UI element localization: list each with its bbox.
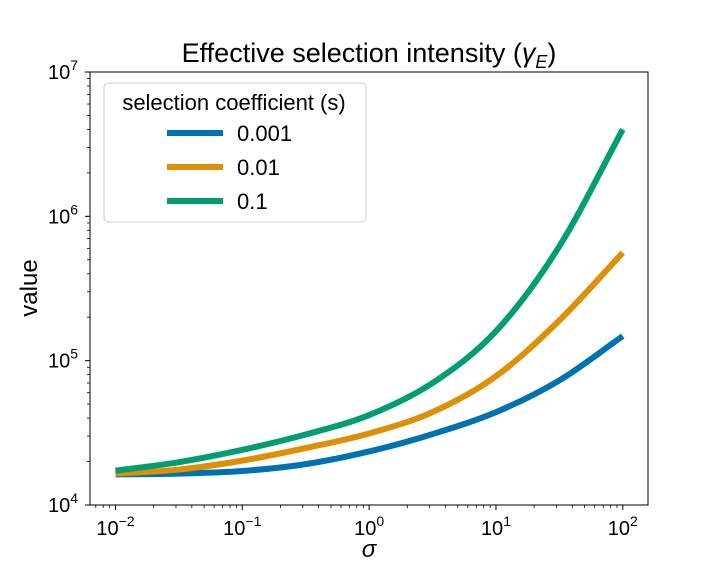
legend-box [103, 82, 367, 223]
y-tick-label: 107 [48, 57, 78, 84]
x-tick-label: 102 [608, 513, 638, 540]
y-axis-ticks: 104 105 106 107 [48, 57, 90, 517]
legend-label-1: 0.001 [237, 121, 292, 146]
plot-frame [89, 71, 649, 506]
chart-title: Effective selection intensity (γE) [182, 38, 557, 72]
y-tick-label: 106 [48, 201, 78, 228]
series-line-1 [115, 333, 625, 478]
legend-items: 0.001 0.01 0.1 [167, 121, 292, 214]
x-axis-ticks: 10−2 10−1 100 101 102 [95, 505, 638, 540]
chart-title-text: Effective selection intensity ( [182, 38, 522, 68]
series-line-2 [115, 250, 625, 477]
chart-title-subscript: E [535, 52, 548, 72]
plot-lines [115, 128, 626, 478]
y-tick-label: 104 [48, 490, 78, 517]
y-tick-label: 105 [48, 346, 78, 373]
x-axis-label: σ [362, 536, 378, 563]
y-axis-label: value [16, 259, 43, 316]
legend-label-2: 0.01 [237, 155, 280, 180]
x-tick-label: 10−1 [223, 513, 261, 540]
chart-title-close: ) [547, 38, 556, 68]
series-line-3 [115, 128, 626, 474]
legend-label-3: 0.1 [237, 189, 268, 214]
x-tick-label: 10−2 [96, 513, 134, 540]
x-tick-label: 101 [481, 513, 511, 540]
legend: selection coefficient (s) 0.001 0.01 0.1 [103, 82, 367, 223]
chart-title-symbol: γ [522, 38, 537, 68]
x-tick-label: 100 [354, 513, 384, 540]
legend-title: selection coefficient (s) [122, 90, 345, 115]
